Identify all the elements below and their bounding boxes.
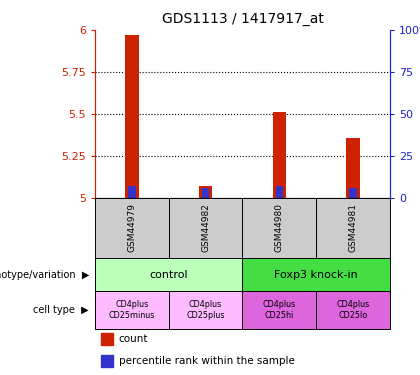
Text: control: control [150, 270, 188, 279]
Bar [273, 112, 286, 198]
Bar [101, 355, 113, 367]
Text: cell type  ▶: cell type ▶ [34, 305, 89, 315]
Text: CD4plus
CD25minus: CD4plus CD25minus [109, 300, 155, 320]
Bar [101, 333, 113, 345]
Bar [128, 186, 136, 198]
Bar [169, 198, 242, 258]
Text: CD4plus
CD25plus: CD4plus CD25plus [186, 300, 225, 320]
Bar [199, 186, 212, 198]
Bar [349, 188, 357, 198]
Bar [95, 258, 242, 291]
Text: Foxp3 knock-in: Foxp3 knock-in [274, 270, 358, 279]
Text: GSM44979: GSM44979 [127, 204, 136, 252]
Text: count: count [118, 334, 148, 344]
Bar [202, 188, 209, 198]
Bar [316, 291, 390, 329]
Title: GDS1113 / 1417917_at: GDS1113 / 1417917_at [162, 12, 323, 26]
Text: genotype/variation  ▶: genotype/variation ▶ [0, 270, 89, 279]
Bar [242, 291, 316, 329]
Text: GSM44981: GSM44981 [349, 204, 357, 252]
Bar [169, 291, 242, 329]
Text: GSM44980: GSM44980 [275, 204, 284, 252]
Text: GSM44982: GSM44982 [201, 204, 210, 252]
Bar [242, 198, 316, 258]
Bar [95, 198, 169, 258]
Text: CD4plus
CD25lo: CD4plus CD25lo [336, 300, 370, 320]
Bar [276, 186, 283, 198]
Bar [125, 35, 139, 198]
Text: CD4plus
CD25hi: CD4plus CD25hi [263, 300, 296, 320]
Bar [95, 291, 169, 329]
Text: percentile rank within the sample: percentile rank within the sample [118, 356, 294, 366]
Bar [316, 198, 390, 258]
Bar [242, 258, 390, 291]
Bar [346, 138, 360, 198]
